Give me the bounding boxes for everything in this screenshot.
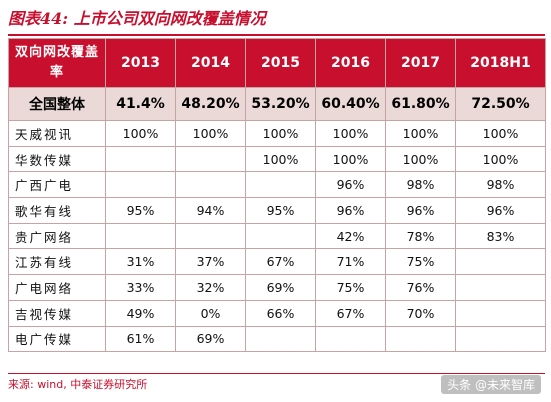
cell-value: 100% <box>105 120 176 147</box>
row-name: 电广传媒 <box>8 325 106 353</box>
cell-value: 32% <box>175 274 246 301</box>
header-year: 2014 <box>175 38 246 88</box>
cell-value: 96% <box>385 197 456 224</box>
cell-value: 100% <box>455 145 546 173</box>
cell-value: 33% <box>105 274 176 301</box>
cell-value <box>105 222 176 250</box>
row-name: 广西广电 <box>8 171 106 199</box>
cell-value: 67% <box>245 248 316 276</box>
cell-value: 100% <box>455 120 546 147</box>
cell-value <box>455 299 546 327</box>
figure-title: 图表44: 上市公司双向网改覆盖情况 <box>8 9 266 28</box>
table-row: 广电网络 33% 32% 69% 75% 76% <box>8 274 546 301</box>
cell-value: 75% <box>385 248 456 276</box>
cell-value <box>175 222 246 250</box>
row-name: 江苏有线 <box>8 248 106 276</box>
total-row: 全国整体 41.4% 48.20% 53.20% 60.40% 61.80% 7… <box>8 87 546 121</box>
cell-value <box>175 171 246 199</box>
table-row: 天威视讯 100% 100% 100% 100% 100% 100% <box>8 120 546 147</box>
cell-value: 78% <box>385 222 456 250</box>
table-row: 歌华有线 95% 94% 95% 96% 96% 96% <box>8 197 546 224</box>
table-row: 广西广电 96% 98% 98% <box>8 171 546 199</box>
row-name: 吉视传媒 <box>8 299 106 327</box>
cell-value: 95% <box>245 197 316 224</box>
cell-value: 96% <box>455 197 546 224</box>
cell-value: 60.40% <box>315 87 386 121</box>
row-name: 天威视讯 <box>8 120 106 147</box>
cell-value <box>455 274 546 301</box>
cell-value <box>245 325 316 353</box>
table-row: 吉视传媒 49% 0% 66% 67% 70% <box>8 299 546 327</box>
header-year: 2017 <box>385 38 456 88</box>
source-note: 来源: wind, 中泰证券研究所 <box>8 378 148 391</box>
cell-value: 69% <box>245 274 316 301</box>
source-divider <box>8 373 545 374</box>
cell-value: 42% <box>315 222 386 250</box>
cell-value <box>315 325 386 353</box>
row-name: 歌华有线 <box>8 197 106 224</box>
header-row: 双向网改覆盖率 2013 2014 2015 2016 2017 2018H1 <box>8 38 546 88</box>
cell-value: 100% <box>315 120 386 147</box>
cell-value: 100% <box>385 120 456 147</box>
header-label: 双向网改覆盖率 <box>8 38 106 88</box>
cell-value <box>105 145 176 173</box>
cell-value: 96% <box>315 197 386 224</box>
title-divider <box>8 34 545 36</box>
cell-value: 100% <box>245 120 316 147</box>
header-year: 2016 <box>315 38 386 88</box>
watermark: 头条 @未来智库 <box>441 375 541 394</box>
header-year: 2018H1 <box>455 38 546 88</box>
cell-value: 61.80% <box>385 87 456 121</box>
cell-value: 67% <box>315 299 386 327</box>
cell-value: 98% <box>455 171 546 199</box>
cell-value: 75% <box>315 274 386 301</box>
table-row: 华数传媒 100% 100% 100% 100% <box>8 145 546 173</box>
cell-value <box>175 145 246 173</box>
table-row: 电广传媒 61% 69% <box>8 325 546 353</box>
cell-value: 71% <box>315 248 386 276</box>
coverage-table: 双向网改覆盖率 2013 2014 2015 2016 2017 2018H1 … <box>8 38 546 353</box>
cell-value <box>105 171 176 199</box>
row-name: 广电网络 <box>8 274 106 301</box>
cell-value <box>455 248 546 276</box>
cell-value: 100% <box>385 145 456 173</box>
cell-value: 72.50% <box>455 87 546 121</box>
cell-value <box>245 222 316 250</box>
cell-value: 95% <box>105 197 176 224</box>
cell-value: 94% <box>175 197 246 224</box>
cell-value: 98% <box>385 171 456 199</box>
cell-value: 61% <box>105 325 176 353</box>
cell-value: 96% <box>315 171 386 199</box>
cell-value: 31% <box>105 248 176 276</box>
cell-value: 100% <box>315 145 386 173</box>
header-year: 2015 <box>245 38 316 88</box>
cell-value: 66% <box>245 299 316 327</box>
cell-value: 53.20% <box>245 87 316 121</box>
cell-value: 0% <box>175 299 246 327</box>
cell-value: 70% <box>385 299 456 327</box>
cell-value: 48.20% <box>175 87 246 121</box>
row-name: 华数传媒 <box>8 145 106 173</box>
cell-value: 69% <box>175 325 246 353</box>
row-name: 贵广网络 <box>8 222 106 250</box>
header-year: 2013 <box>105 38 176 88</box>
cell-value: 49% <box>105 299 176 327</box>
cell-value <box>455 325 546 353</box>
cell-value: 100% <box>175 120 246 147</box>
cell-value <box>245 171 316 199</box>
row-name: 全国整体 <box>8 87 106 121</box>
cell-value: 41.4% <box>105 87 176 121</box>
cell-value <box>385 325 456 353</box>
table-row: 贵广网络 42% 78% 83% <box>8 222 546 250</box>
cell-value: 76% <box>385 274 456 301</box>
cell-value: 100% <box>245 145 316 173</box>
cell-value: 83% <box>455 222 546 250</box>
cell-value: 37% <box>175 248 246 276</box>
table-row: 江苏有线 31% 37% 67% 71% 75% <box>8 248 546 276</box>
